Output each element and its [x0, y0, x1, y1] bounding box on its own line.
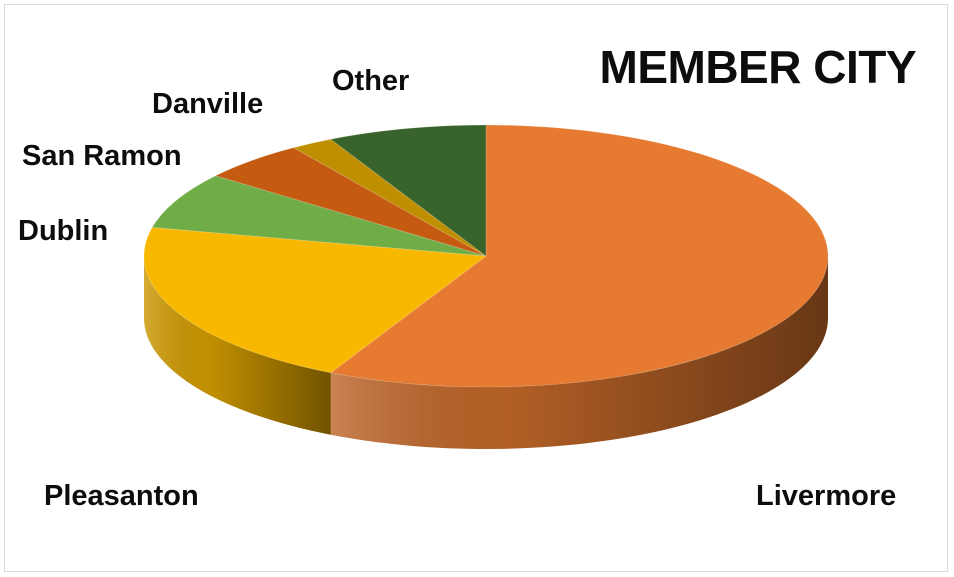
slice-danville	[292, 138, 487, 257]
slice-livermore	[329, 124, 829, 388]
slice-label-danville: Danville	[152, 88, 264, 120]
slice-label-dublin: Dublin	[18, 215, 109, 247]
slice-label-san-ramon: San Ramon	[22, 140, 182, 172]
slice-pleasanton	[143, 226, 488, 374]
slice-dublin	[151, 175, 487, 257]
pie-slices	[143, 124, 829, 388]
slice-side-shade-pleasanton	[144, 256, 331, 435]
slice-side-shade-livermore	[330, 256, 828, 449]
slice-other	[329, 124, 487, 258]
slice-label-other: Other	[332, 65, 410, 97]
slice-san-ramon	[214, 147, 487, 257]
pie-sides	[144, 256, 828, 449]
slice-label-livermore: Livermore	[756, 480, 897, 512]
slice-label-pleasanton: Pleasanton	[44, 480, 199, 512]
chart-title: MEMBER CITY	[599, 41, 917, 93]
